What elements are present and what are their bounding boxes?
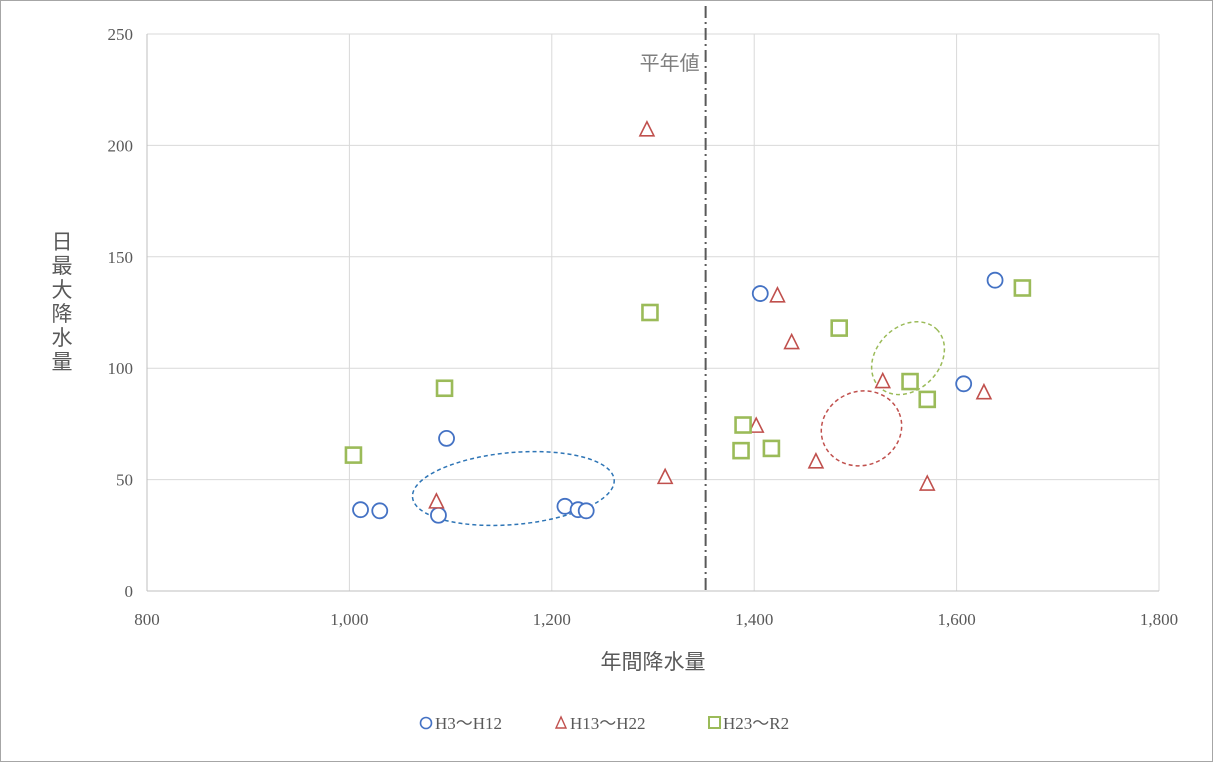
- x-tick-label: 1,400: [735, 610, 773, 629]
- reference-line-group: 平年値: [640, 6, 707, 591]
- data-point-circle: [577, 502, 595, 520]
- data-point-triangle: [918, 474, 936, 491]
- data-point-circle: [352, 501, 369, 519]
- legend: H3〜H12 H13〜H22 H23〜R2: [419, 714, 789, 733]
- data-point-triangle: [656, 467, 674, 485]
- data-point-circle: [751, 285, 769, 302]
- data-point-triangle: [428, 492, 445, 509]
- data-point-triangle: [807, 451, 825, 469]
- x-tick-label: 1,800: [1140, 610, 1178, 629]
- data-point-triangle: [783, 332, 800, 350]
- x-axis-title: 年間降水量: [601, 650, 706, 674]
- legend-marker: [708, 716, 721, 729]
- legend-marker: [419, 716, 433, 730]
- x-tick-label: 800: [134, 610, 160, 629]
- y-tick-label: 0: [125, 582, 134, 601]
- data-point-circle: [371, 502, 389, 520]
- legend-label: H13〜H22: [570, 714, 646, 733]
- reference-line-label: 平年値: [640, 51, 700, 75]
- y-tick-label: 50: [116, 471, 133, 490]
- data-point-circle: [430, 506, 447, 524]
- data-point-square: [641, 303, 659, 322]
- data-points: [344, 120, 1032, 524]
- data-point-circle: [438, 429, 455, 447]
- axis-titles: 年間降水量 日最大降水量: [52, 230, 706, 674]
- legend-marker: [554, 715, 568, 729]
- data-point-square: [1013, 279, 1032, 297]
- axes: [146, 34, 1159, 592]
- group-ellipse: [411, 450, 615, 527]
- y-tick-label: 150: [108, 248, 134, 267]
- data-point-square: [901, 372, 919, 391]
- x-tick-label: 1,600: [937, 610, 975, 629]
- data-point-triangle: [769, 286, 786, 303]
- data-point-square: [435, 379, 454, 398]
- data-point-circle: [986, 271, 1004, 289]
- data-point-square: [734, 416, 752, 434]
- y-tick-label: 200: [108, 136, 134, 155]
- group-ellipse: [820, 390, 903, 467]
- data-point-triangle: [874, 371, 892, 389]
- data-point-square: [732, 441, 750, 460]
- data-point-square: [830, 319, 849, 337]
- data-point-triangle: [975, 382, 993, 400]
- y-tick-label: 250: [108, 25, 134, 44]
- data-point-square: [344, 446, 363, 464]
- group-ellipse: [870, 321, 946, 396]
- x-tick-label: 1,000: [330, 610, 368, 629]
- legend-label: H3〜H12: [435, 714, 502, 733]
- data-point-triangle: [638, 120, 656, 137]
- data-point-square: [918, 390, 937, 409]
- legend-label: H23〜R2: [723, 714, 789, 733]
- data-point-square: [762, 439, 781, 458]
- x-tick-label: 1,200: [533, 610, 571, 629]
- tick-labels: 800 1,000 1,200 1,400 1,600 1,800 0 50 100 150 200…: [108, 25, 1179, 629]
- data-point-triangle: [747, 416, 765, 433]
- y-tick-label: 100: [108, 359, 134, 378]
- group-ellipses: [411, 321, 946, 527]
- y-axis-title: 日最大降水量: [52, 230, 73, 374]
- data-point-circle: [955, 375, 973, 393]
